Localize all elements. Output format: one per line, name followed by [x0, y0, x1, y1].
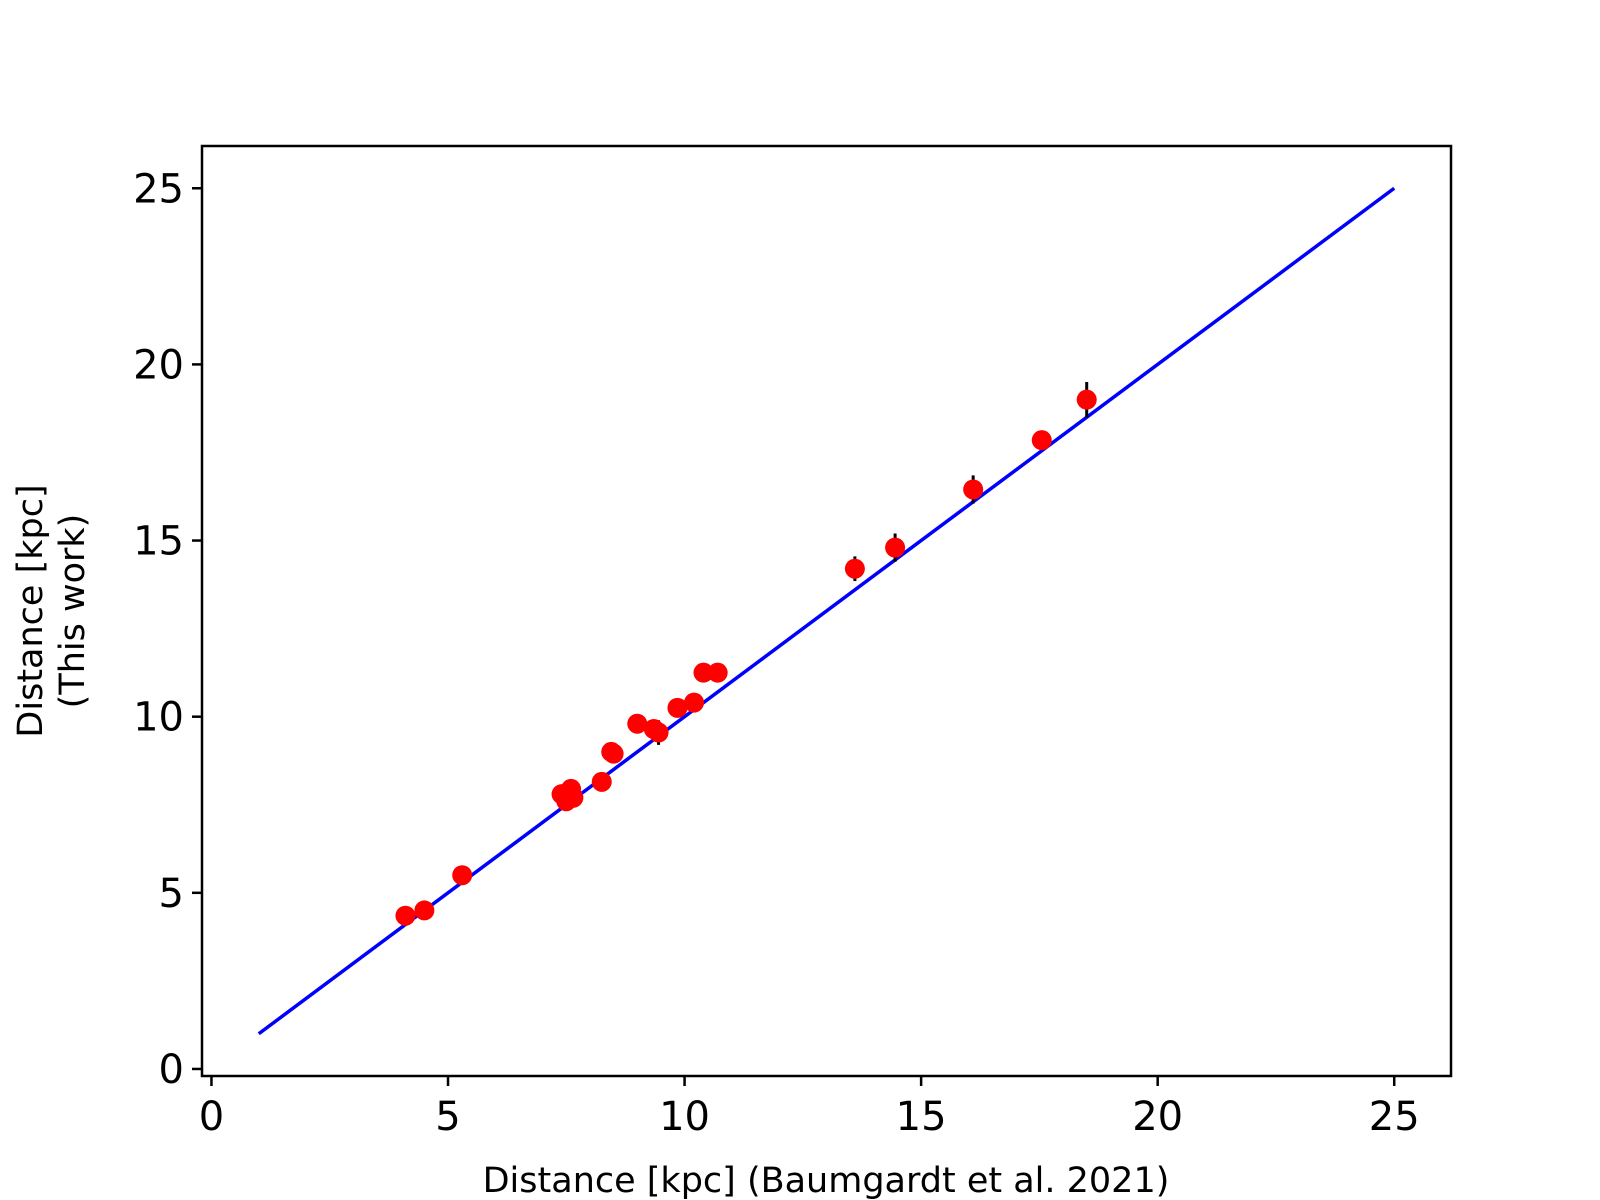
y-tick-label: 0 [159, 1047, 184, 1093]
x-tick-label: 25 [1369, 1094, 1420, 1140]
data-point [395, 905, 416, 926]
x-tick-label: 15 [896, 1094, 947, 1140]
data-point [885, 537, 906, 558]
y-tick-label: 5 [159, 871, 184, 917]
data-point [684, 692, 705, 713]
data-point [844, 558, 865, 579]
data-point [414, 900, 435, 921]
data-points [395, 389, 1097, 926]
data-point [667, 697, 688, 718]
x-tick-label: 0 [199, 1094, 224, 1140]
x-tick-label: 10 [659, 1094, 710, 1140]
x-tick-label: 5 [435, 1094, 460, 1140]
plot-frame [200, 144, 1453, 1078]
data-point [603, 743, 624, 764]
axis-ticks: 0 5 10 15 20 25 0 5 10 15 20 25 [133, 166, 1420, 1140]
y-tick-label: 15 [133, 519, 184, 565]
data-point [591, 771, 612, 792]
data-point [693, 662, 714, 683]
data-point [627, 713, 648, 734]
data-point [963, 479, 984, 500]
data-point [1076, 389, 1097, 410]
y-tick-label: 20 [133, 342, 184, 388]
x-axis-label: Distance [kpc] (Baumgardt et al. 2021) [483, 1161, 1170, 1200]
y-axis-label-line-1: Distance [kpc] [11, 484, 51, 737]
data-point [648, 722, 669, 743]
reference-line [257, 186, 1396, 1036]
y-axis-label: Distance [kpc] (This work) [11, 484, 93, 737]
reference-line-group [257, 186, 1396, 1036]
x-tick-label: 20 [1132, 1094, 1183, 1140]
y-axis-label-line-2: (This work) [53, 514, 93, 709]
data-point [707, 662, 728, 683]
data-point [1031, 430, 1052, 451]
data-point [452, 865, 473, 886]
y-tick-label: 10 [133, 695, 184, 741]
data-point [563, 787, 584, 808]
y-tick-label: 25 [133, 166, 184, 212]
